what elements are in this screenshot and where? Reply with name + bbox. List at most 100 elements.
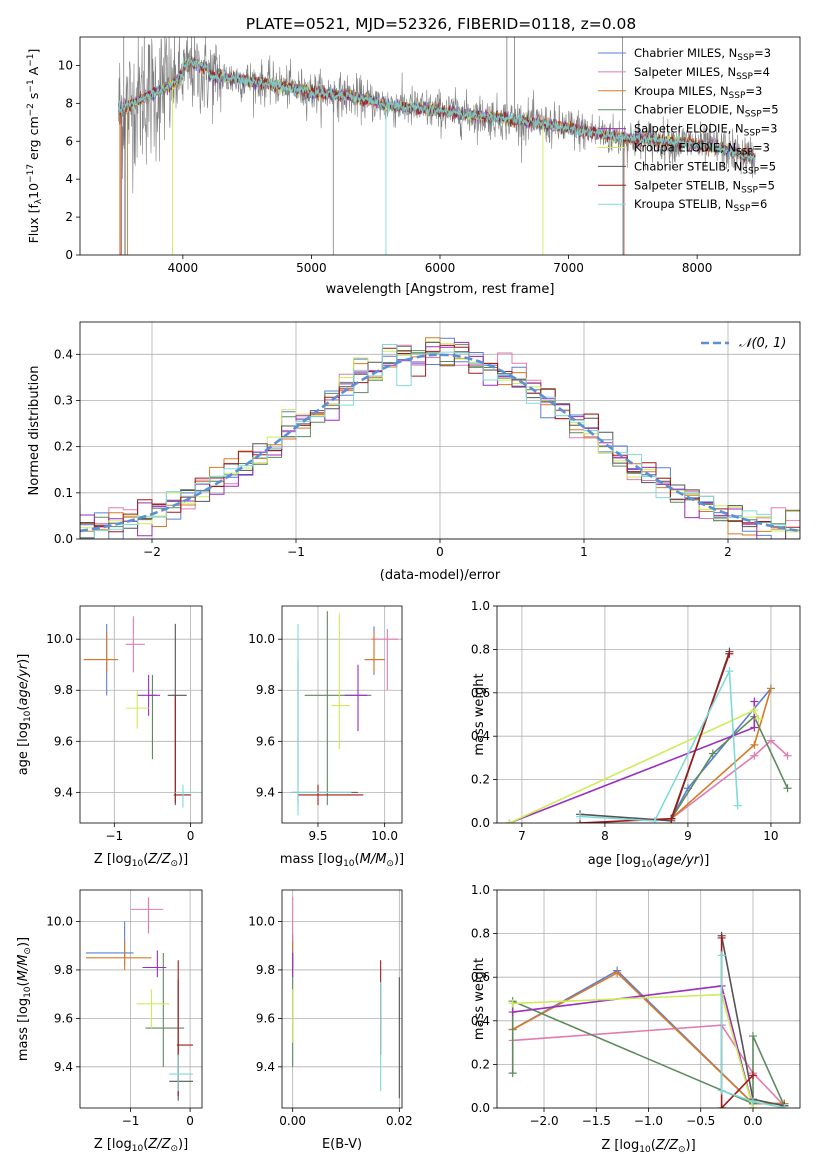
y-axis-label: age [log10(age/yr)]: [16, 654, 33, 776]
errorbar-point: [85, 940, 152, 970]
ylabel-unit: erg cm: [26, 116, 41, 164]
xlabel-text: Z [log: [94, 1137, 132, 1152]
errorbar-marks: [292, 897, 400, 1099]
errorbar-point: [167, 623, 187, 806]
legend-text: Kroupa STELIB, N: [634, 197, 734, 211]
ylabel-exp: −1: [26, 54, 36, 67]
weight-point-marker: [725, 649, 734, 658]
axes-frame: [281, 605, 403, 824]
axes-frame: [79, 889, 203, 1109]
xlabel-sun: ⊙: [170, 859, 178, 869]
legend-count: =5: [762, 103, 779, 117]
spectrum-panel: 4000 5000 6000 7000 8000 0 2 4 6 8 10 wavelength [A…: [26, 36, 801, 297]
legend-label: Kroupa STELIB, NSSP=6: [634, 197, 767, 214]
weight-series-line: [720, 955, 785, 1108]
weight-point-marker: [733, 801, 742, 810]
xlabel-close: )]: [178, 1137, 188, 1152]
y-tick-label: 9.6: [54, 1011, 73, 1025]
legend-label: Salpeter STELIB, NSSP=5: [634, 178, 775, 195]
weight-point-marker: [766, 684, 775, 693]
ylabel-var: M/M: [16, 955, 31, 982]
x-tick-label: 0.0: [743, 1114, 762, 1128]
y-tick-label: 0.0: [471, 816, 490, 830]
y-tick-label: 0.8: [471, 927, 490, 941]
y-tick-label: 10.0: [248, 632, 275, 646]
age-vs-mass-panel: 9.5 10.0 9.4 9.6 9.8 10.0 mass [log10(M/M⊙)]: [248, 605, 404, 869]
weight-lines: [508, 931, 789, 1108]
x-tick-label: 0: [186, 1114, 194, 1128]
errorbar-point: [298, 784, 364, 806]
ylabel-sun: ⊙: [23, 947, 33, 955]
x-axis-label: age [log10(age/yr)]: [588, 853, 710, 870]
y-tick-label: 0.4: [471, 729, 490, 743]
errorbar-point: [291, 623, 352, 816]
y-tick-label: 0.6: [471, 686, 490, 700]
errorbar-marks: [291, 611, 398, 816]
weight-series-line: [579, 668, 739, 822]
legend-label: Kroupa ELODIE, NSSP=3: [634, 141, 770, 158]
weight-series-line: [579, 653, 731, 823]
x-tick-label: −2.0: [529, 1114, 558, 1128]
ylabel-sub: 10: [23, 710, 33, 722]
errorbar-point: [364, 631, 385, 673]
xlabel-text: Z [log: [94, 852, 132, 867]
ylabel-exp: −1: [26, 79, 36, 92]
x-tick-label: −2: [143, 545, 161, 559]
weight-series-line: [509, 701, 756, 823]
legend-count: =3: [753, 141, 770, 155]
legend-label: Chabrier ELODIE, NSSP=5: [634, 103, 779, 120]
xlabel-close: )]: [178, 852, 188, 867]
weight-series-line: [670, 739, 789, 820]
y-tick-label: 0.1: [54, 486, 73, 500]
errorbar-point: [371, 628, 398, 691]
x-tick-label: 10.0: [371, 829, 398, 843]
legend-text: Salpeter STELIB, N: [634, 178, 741, 192]
axes-frame: [281, 889, 403, 1109]
xlabel-var: M/M: [360, 852, 387, 867]
y-tick-label: 0.0: [471, 1101, 490, 1115]
weight-point-marker: [748, 1097, 757, 1106]
y-tick-label: 4: [65, 172, 73, 186]
weight-point-marker: [508, 1008, 517, 1017]
legend-label: Chabrier MILES, NSSP=3: [634, 46, 771, 63]
errorbar-point: [364, 626, 385, 675]
ylabel-sub: 10: [23, 986, 33, 998]
legend-sub: SSP: [729, 91, 746, 101]
y-tick-label: 0.2: [54, 440, 73, 454]
y-tick-label: 9.6: [54, 734, 73, 748]
x-tick-label: 4000: [168, 261, 199, 275]
x-tick-label: 1: [580, 545, 588, 559]
weight-point-marker: [766, 736, 775, 745]
legend-count: =6: [750, 197, 767, 211]
legend-label: Kroupa MILES, NSSP=3: [634, 84, 762, 101]
x-tick-label: 7: [518, 829, 526, 843]
x-tick-label: 9: [684, 829, 692, 843]
legend-sub: SSP: [741, 185, 758, 195]
y-tick-label: 0.2: [471, 1057, 490, 1071]
y-tick-label: 0.6: [471, 970, 490, 984]
x-tick-label: −1: [122, 1114, 140, 1128]
xlabel-paren: (: [143, 1137, 148, 1152]
xlabel-paren: (: [651, 1138, 656, 1153]
axes-frame: [496, 889, 801, 1109]
ylabel-text: Flux [f: [26, 204, 41, 244]
errorbar-point: [304, 611, 372, 806]
y-tick-label: 6: [65, 134, 73, 148]
errorbar-point: [130, 897, 164, 934]
xlabel-text: Z [log: [601, 1138, 639, 1153]
weight-point-marker: [508, 999, 517, 1008]
figure-title: PLATE=0521, MJD=52326, FIBERID=0118, z=0…: [246, 15, 636, 33]
xlabel-text: mass [log: [280, 852, 343, 867]
legend-sub: SSP: [736, 148, 753, 158]
errorbar-point: [83, 631, 119, 673]
legend-sub: SSP: [736, 72, 753, 82]
x-axis-label: wavelength [Angstrom, rest frame]: [326, 282, 555, 297]
y-tick-label: 9.4: [54, 785, 73, 799]
weight-point-marker: [748, 1032, 757, 1041]
xlabel-var: age/yr: [657, 853, 700, 868]
xlabel-sun: ⊙: [386, 859, 394, 869]
legend-sub: SSP: [745, 110, 762, 120]
errorbar-marks: [83, 616, 199, 808]
xlabel-var: Z/Z: [147, 1137, 171, 1152]
weight-lines: [505, 647, 792, 823]
